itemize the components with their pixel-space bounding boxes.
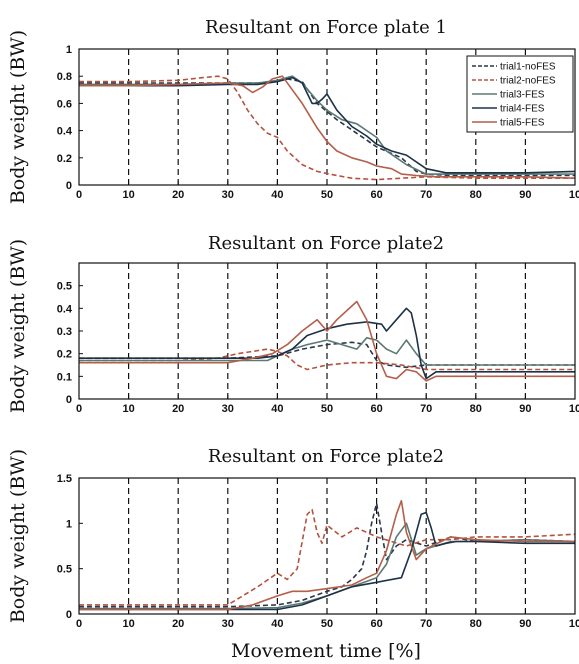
x-tick-label: 70: [420, 618, 432, 630]
x-tick-label: 50: [321, 403, 333, 415]
x-tick-label: 40: [271, 618, 283, 630]
y-tick-label: 0.6: [57, 98, 72, 110]
x-tick-label: 10: [122, 618, 134, 630]
series-line-trial4-FES: [79, 511, 575, 611]
series-line-trial5-FES: [79, 499, 575, 611]
x-ticks: 0 10 20 30 40 50 60 70 80 90 10: [76, 181, 579, 201]
series-line-trial2-noFES: [79, 75, 575, 181]
y-axis-label: Body weight (BW): [7, 239, 29, 413]
x-tick-label: 10: [122, 189, 134, 201]
x-tick-label: 70: [420, 189, 432, 201]
y-tick-label: 1: [66, 44, 72, 56]
y-axis-label: Body weight (BW): [7, 449, 29, 623]
x-tick-label: 50: [321, 618, 333, 630]
series-line-trial5-FES: [79, 300, 575, 382]
x-tick-label: 90: [519, 403, 531, 415]
y-tick-label: 0.5: [57, 281, 72, 293]
y-tick-label: 1: [66, 518, 72, 530]
series-line-trial4-FES: [79, 307, 575, 380]
series-line-trial5-FES: [79, 75, 576, 179]
series-line-trial2-noFES: [79, 508, 576, 606]
y-tick-label: 0.4: [57, 303, 73, 315]
y-tick-label: 0.2: [57, 153, 72, 165]
panel-force-plate-2: Resultant on Force plate2 Body weight (B…: [7, 233, 579, 415]
panel-title: Resultant on Force plate 1: [205, 17, 447, 38]
x-tick-label: 60: [370, 403, 382, 415]
legend: trial1-noFES trial2-noFES trial3-FES trial4…: [466, 55, 574, 133]
y-tick-label: 0.5: [57, 564, 72, 576]
series-line-trial4-FES: [79, 76, 576, 174]
x-tick-label: 30: [222, 403, 234, 415]
x-tick-label: 10: [122, 403, 134, 415]
series-line-trial3-FES: [79, 75, 575, 175]
x-tick-label: 20: [172, 403, 184, 415]
y-tick-label: 0.8: [57, 71, 72, 83]
x-tick-label: 80: [470, 618, 482, 630]
x-tick-label: 90: [519, 618, 531, 630]
y-tick-label: 1.5: [57, 473, 72, 485]
y-tick-label: 0: [66, 180, 72, 192]
y-ticks: 0 0.5 1 1.5: [57, 473, 83, 621]
x-tick-label: 60: [370, 189, 382, 201]
series-lines: [79, 499, 576, 611]
x-tick-label: 40: [271, 403, 283, 415]
x-ticks: 0 10 20 30 40 50 60 70 80 90 10: [76, 610, 579, 630]
x-tick-label: 90: [519, 189, 531, 201]
x-tick-label: 0: [76, 618, 82, 630]
x-tick-label: 10: [569, 189, 579, 201]
x-tick-label: 40: [271, 189, 283, 201]
y-ticks: 0 0.2 0.4 0.6 0.8 1: [57, 44, 83, 192]
x-ticks: 0 10 20 30 40 50 60 70 80 90 10: [76, 395, 579, 415]
x-tick-label: 10: [569, 618, 579, 630]
panel-title: Resultant on Force plate2: [208, 233, 444, 254]
x-axis-label: Movement time [%]: [231, 640, 421, 662]
y-axis-label: Body weight (BW): [7, 30, 29, 204]
y-tick-label: 0: [66, 394, 72, 406]
panel-force-plate-1: Resultant on Force plate 1 Body weight (…: [7, 17, 579, 204]
y-tick-label: 0.1: [57, 371, 72, 383]
y-tick-label: 0.4: [57, 126, 73, 138]
x-tick-label: 0: [76, 403, 82, 415]
x-tick-label: 50: [321, 189, 333, 201]
x-tick-label: 30: [222, 618, 234, 630]
panel-title: Resultant on Force plate2: [208, 446, 444, 467]
y-tick-label: 0.3: [57, 326, 72, 338]
x-tick-label: 30: [222, 189, 234, 201]
x-tick-label: 60: [370, 618, 382, 630]
x-tick-label: 10: [569, 403, 579, 415]
y-tick-label: 0.2: [57, 349, 72, 361]
x-tick-label: 20: [172, 189, 184, 201]
y-tick-label: 0: [66, 609, 72, 621]
legend-label: trial3-FES: [500, 90, 545, 101]
series-line-trial3-FES: [79, 337, 575, 366]
legend-label: trial2-noFES: [500, 76, 556, 87]
legend-label: trial1-noFES: [500, 62, 556, 73]
x-tick-label: 0: [76, 189, 82, 201]
panel-force-plate-2-bottom: Resultant on Force plate2 Body weight (B…: [7, 446, 579, 662]
legend-label: trial4-FES: [500, 104, 545, 115]
legend-label: trial5-FES: [500, 118, 545, 129]
x-tick-label: 70: [420, 403, 432, 415]
x-tick-label: 80: [470, 189, 482, 201]
series-lines: [79, 75, 576, 181]
series-lines: [79, 300, 575, 382]
x-tick-label: 20: [172, 618, 184, 630]
y-ticks: 0 0.1 0.2 0.3 0.4 0.5: [57, 281, 83, 406]
x-tick-label: 80: [470, 403, 482, 415]
